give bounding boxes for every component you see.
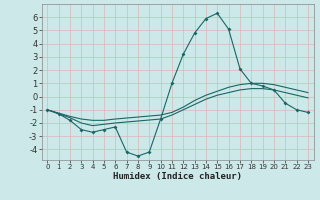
- X-axis label: Humidex (Indice chaleur): Humidex (Indice chaleur): [113, 172, 242, 181]
